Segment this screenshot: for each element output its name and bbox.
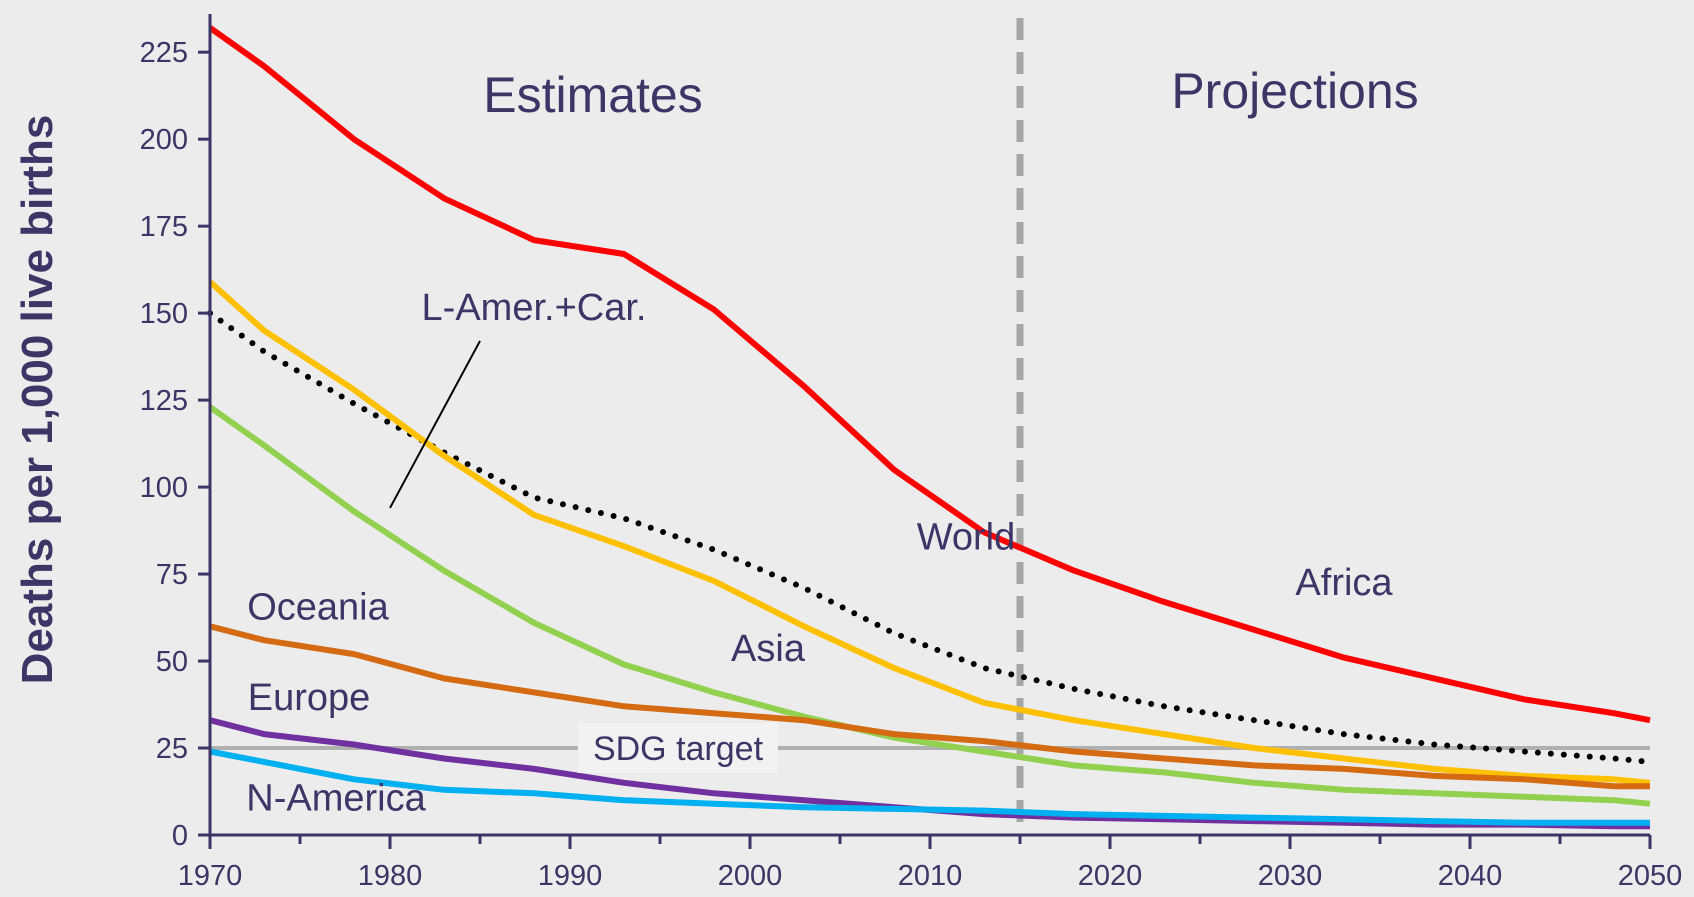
y-tick-label: 0 bbox=[172, 820, 188, 852]
series-line-world bbox=[207, 310, 1653, 765]
y-tick-label: 225 bbox=[140, 37, 188, 69]
series-line-l-amer-car- bbox=[208, 404, 1651, 807]
y-tick-label: 50 bbox=[156, 646, 188, 678]
y-tick-label: 75 bbox=[156, 559, 188, 591]
x-tick-label: 1990 bbox=[538, 860, 603, 892]
series-label: Africa bbox=[1295, 562, 1393, 604]
x-tick-label: 1980 bbox=[358, 860, 423, 892]
x-tick-label: 2010 bbox=[898, 860, 963, 892]
series-line-asia bbox=[207, 279, 1651, 786]
section-label-projections: Projections bbox=[1171, 63, 1418, 119]
series-line-africa bbox=[208, 25, 1651, 724]
x-tick-label: 2000 bbox=[718, 860, 783, 892]
y-tick-label: 125 bbox=[140, 385, 188, 417]
sdg-target-label-bg bbox=[578, 723, 778, 774]
series-label: N-America bbox=[246, 778, 426, 820]
x-tick-label: 1970 bbox=[178, 860, 243, 892]
series-label: L-Amer.+Car. bbox=[422, 287, 647, 329]
section-label-estimates: Estimates bbox=[483, 67, 703, 123]
x-tick-label: 2040 bbox=[1438, 860, 1503, 892]
x-tick-label: 2050 bbox=[1618, 860, 1683, 892]
y-tick-label: 175 bbox=[140, 211, 188, 243]
x-tick-label: 2030 bbox=[1258, 860, 1323, 892]
series-label: Europe bbox=[248, 677, 371, 719]
y-axis-label: Deaths per 1,000 live births bbox=[13, 115, 62, 685]
series-line-oceania bbox=[209, 623, 1650, 790]
y-tick-label: 25 bbox=[156, 733, 188, 765]
y-tick-label: 200 bbox=[140, 124, 188, 156]
series-label: Oceania bbox=[247, 586, 389, 628]
y-tick-label: 100 bbox=[140, 472, 188, 504]
x-tick-label: 2020 bbox=[1078, 860, 1143, 892]
annotation-pointer-line bbox=[389, 340, 481, 509]
series-label: World bbox=[917, 517, 1016, 559]
series-label: Asia bbox=[731, 628, 806, 670]
y-tick-label: 150 bbox=[140, 298, 188, 330]
sdg-target-label: SDG target bbox=[593, 730, 764, 768]
series-line-n-america bbox=[209, 748, 1650, 826]
